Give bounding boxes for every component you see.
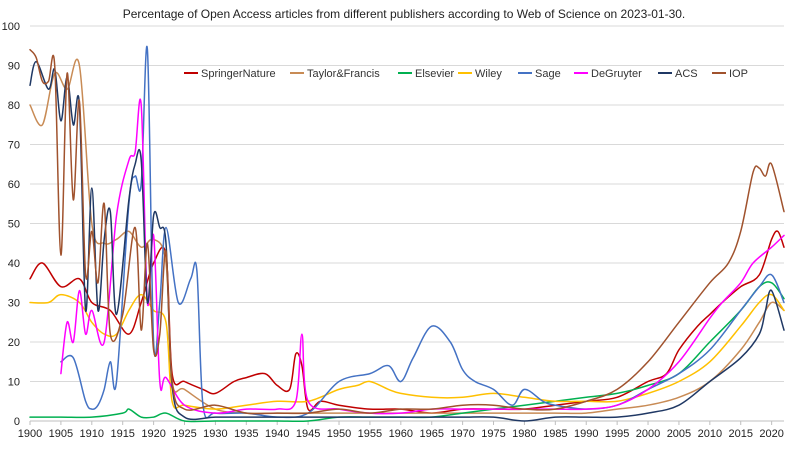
y-tick-label: 0 [14, 416, 20, 428]
x-tick-label: 1930 [203, 428, 227, 440]
legend: SpringerNature Taylor&Francis Elsevier Wile… [184, 68, 748, 80]
y-tick-label: 50 [8, 219, 20, 231]
series-line-iop [29, 48, 785, 415]
series-line-wiley [29, 293, 785, 410]
x-tick-label: 2000 [636, 428, 660, 440]
x-tick-label: 1940 [265, 428, 289, 440]
x-tick-label: 2005 [667, 428, 691, 440]
y-tick-label: 30 [8, 298, 20, 310]
x-tick-label: 1900 [18, 428, 42, 440]
series-line-taylor-francis [29, 58, 785, 415]
x-tick-label: 1975 [481, 428, 505, 440]
y-tick-label: 20 [8, 337, 20, 349]
chart-title: Percentage of Open Access articles from … [123, 7, 686, 21]
x-tick-label: 1990 [574, 428, 598, 440]
legend-label-elsevier: Elsevier [415, 68, 454, 80]
y-tick-label: 60 [8, 179, 20, 191]
x-tick-label: 2020 [759, 428, 783, 440]
legend-label-sage: Sage [535, 68, 561, 80]
y-tick-label: 100 [2, 21, 20, 33]
legend-label-degruyter: DeGruyter [591, 68, 642, 80]
x-tick-label: 1955 [358, 428, 382, 440]
x-tick-label: 1935 [234, 428, 258, 440]
x-tick-label: 1915 [110, 428, 134, 440]
x-tick-label: 1965 [419, 428, 443, 440]
legend-label-acs: ACS [675, 68, 698, 80]
x-tick-label: 1985 [543, 428, 567, 440]
x-tick-label: 1925 [172, 428, 196, 440]
x-tick-label: 1945 [296, 428, 320, 440]
x-tick-label: 1910 [80, 428, 104, 440]
y-tick-label: 80 [8, 100, 20, 112]
x-tick-label: 1970 [450, 428, 474, 440]
legend-label-iop: IOP [729, 68, 748, 80]
x-tick-label: 1920 [141, 428, 165, 440]
series-line-degruyter [60, 98, 785, 415]
y-tick-label: 70 [8, 140, 20, 152]
legend-label-springernature: SpringerNature [201, 68, 276, 80]
legend-label-wiley: Wiley [475, 68, 502, 80]
x-tick-label: 1905 [49, 428, 73, 440]
x-tick-label: 1960 [389, 428, 413, 440]
x-tick-label: 2010 [698, 428, 722, 440]
legend-label-taylor-francis: Taylor&Francis [307, 68, 380, 80]
y-tick-label: 90 [8, 61, 20, 73]
axes: 0 10 20 30 40 50 60 70 80 90 100 1900 1905 1910 1915 19… [2, 21, 784, 440]
y-tick-label: 10 [8, 377, 20, 389]
x-tick-label: 1980 [512, 428, 536, 440]
x-tick-label: 2015 [728, 428, 752, 440]
x-tick-label: 1995 [605, 428, 629, 440]
y-tick-label: 40 [8, 258, 20, 270]
x-tick-label: 1950 [327, 428, 351, 440]
series-lines [29, 45, 785, 423]
